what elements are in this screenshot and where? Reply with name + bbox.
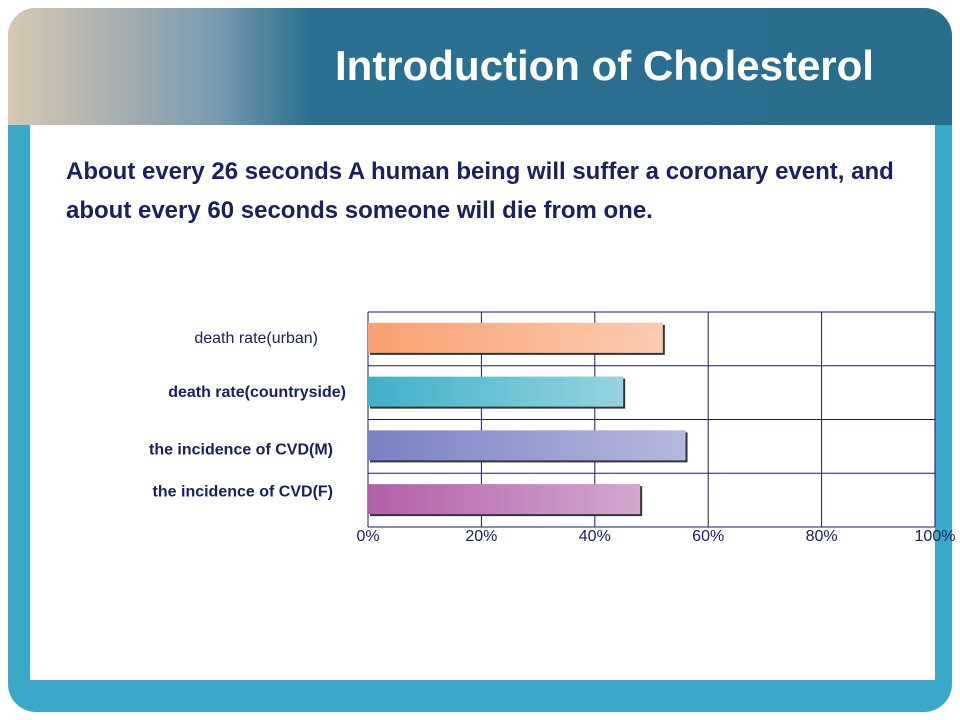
x-tick-label: 100% <box>915 528 956 545</box>
x-tick-label: 0% <box>356 528 379 545</box>
body-text: About every 26 seconds A human being wil… <box>66 158 894 224</box>
x-tick-label: 40% <box>579 528 611 545</box>
bar-sheen <box>368 376 624 407</box>
bar-sheen <box>368 322 663 353</box>
y-tick-label: death rate(urban) <box>194 330 318 347</box>
bar-sheen <box>368 430 686 461</box>
slide-title: Introduction of Cholesterol <box>335 42 874 89</box>
y-tick-label: the incidence of CVD(M) <box>149 442 333 459</box>
x-tick-label: 60% <box>692 528 724 545</box>
x-tick-label: 20% <box>465 528 497 545</box>
header <box>8 8 952 125</box>
y-tick-label: death rate(countryside) <box>168 384 346 401</box>
y-tick-label: the incidence of CVD(F) <box>153 483 333 500</box>
x-tick-label: 80% <box>806 528 838 545</box>
bar-sheen <box>368 484 641 515</box>
